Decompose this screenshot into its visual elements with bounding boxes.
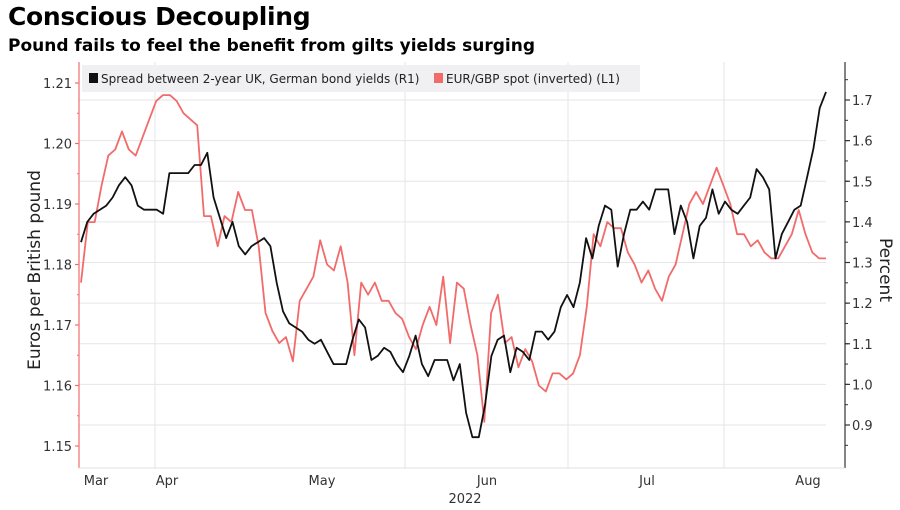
right-axis: 1.7 1.6 1.5 1.4 1.3 1.2 1.1 1.0 0.9: [844, 62, 873, 468]
legend-label-eurgbp: EUR/GBP spot (inverted) (L1): [446, 72, 620, 86]
left-tick-label: 1.20: [43, 138, 72, 153]
x-axis-label: 2022: [448, 492, 481, 507]
right-tick-label: 1.2: [852, 297, 873, 312]
legend-label-spread: Spread between 2-year UK, German bond yi…: [101, 72, 419, 86]
series-line-spread: [80, 91, 827, 439]
right-tick-label: 1.3: [852, 257, 873, 272]
right-tick-label: 0.9: [852, 419, 873, 434]
series-lines: [80, 91, 827, 439]
legend-box: [82, 65, 640, 92]
chart-title: Conscious Decoupling: [8, 2, 311, 31]
right-tick-label: 1.6: [852, 135, 873, 150]
left-tick-label: 1.19: [43, 198, 72, 213]
left-axis: 1.21 1.20 1.19 1.18 1.17 1.16 1.15: [43, 62, 80, 468]
right-tick-label: 1.5: [852, 175, 873, 190]
x-tick-label: May: [309, 474, 336, 489]
legend: Spread between 2-year UK, German bond yi…: [82, 65, 640, 92]
x-axis: Mar Apr May Jun Jul Aug: [79, 467, 845, 489]
right-tick-label: 1.4: [852, 216, 873, 231]
left-tick-label: 1.17: [43, 319, 72, 334]
x-tick-label: Jul: [638, 474, 655, 489]
grid: [79, 62, 826, 468]
x-tick-label: Mar: [84, 474, 109, 489]
left-tick-label: 1.16: [43, 380, 72, 395]
legend-swatch-eurgbp: [434, 73, 443, 83]
left-tick-label: 1.15: [43, 440, 72, 455]
left-axis-label: Euros per British pound: [25, 170, 45, 370]
right-axis-label: Percent: [875, 238, 895, 302]
left-tick-label: 1.21: [43, 77, 72, 92]
right-tick-label: 1.1: [852, 338, 873, 353]
chart-subtitle: Pound fails to feel the benefit from gil…: [8, 36, 535, 56]
left-tick-label: 1.18: [43, 259, 72, 274]
series-line-eurgbp: [80, 94, 826, 423]
x-tick-label: Aug: [795, 474, 820, 489]
right-tick-label: 1.0: [852, 378, 873, 393]
plot-area: [79, 62, 826, 468]
x-tick-label: Apr: [156, 474, 179, 489]
right-tick-label: 1.7: [852, 94, 873, 109]
x-tick-label: Jun: [476, 474, 497, 489]
legend-swatch-spread: [89, 73, 98, 83]
